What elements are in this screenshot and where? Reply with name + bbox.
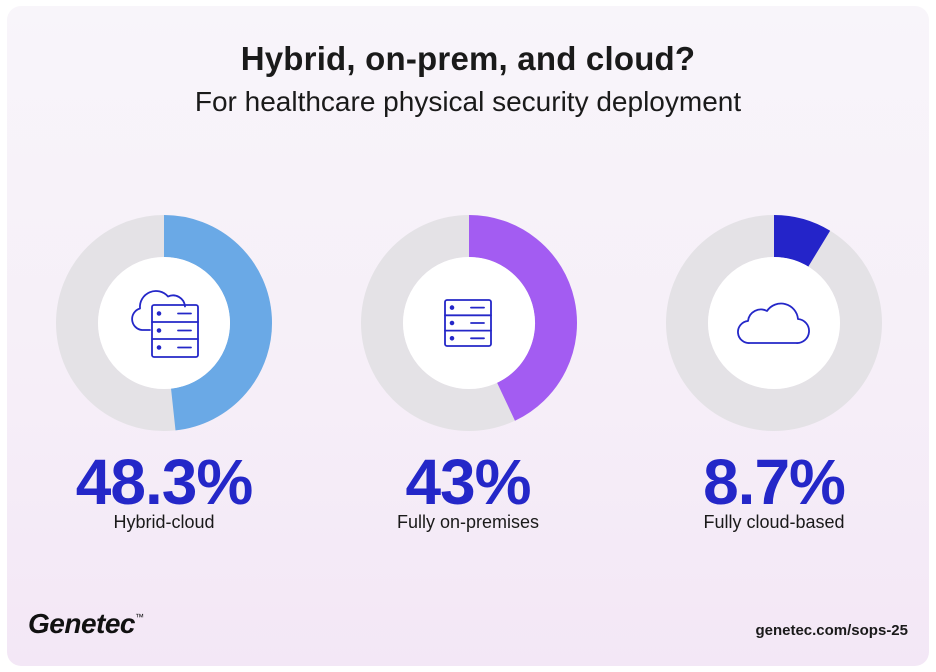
hybrid-cloud-percentage: 48.3% bbox=[75, 446, 253, 518]
hybrid-cloud-label: Hybrid-cloud bbox=[113, 512, 215, 532]
genetec-logo: Genetec™ bbox=[28, 608, 144, 639]
cloud-based-percentage: 8.7% bbox=[703, 446, 846, 518]
on-premises-donut-slice bbox=[468, 215, 577, 421]
cloud-based-donut-slice bbox=[773, 215, 831, 268]
cloud-based-label: Fully cloud-based bbox=[703, 512, 845, 532]
page-title: Hybrid, on-prem, and cloud? bbox=[240, 40, 696, 77]
source-url: genetec.com/sops-25 bbox=[755, 622, 908, 639]
hybrid-cloud-donut-center bbox=[98, 257, 230, 389]
hybrid-cloud-server-icon bbox=[131, 290, 199, 358]
cloud-icon bbox=[737, 302, 810, 344]
cloud-based-donut-center bbox=[708, 257, 840, 389]
hybrid-cloud-donut-slice bbox=[163, 215, 272, 431]
server-rack-icon bbox=[444, 299, 492, 347]
on-premises-label: Fully on-premises bbox=[396, 512, 540, 532]
page-subtitle: For healthcare physical security deploym… bbox=[194, 86, 742, 117]
on-premises-percentage: 43% bbox=[405, 446, 531, 518]
on-premises-donut-center bbox=[403, 257, 535, 389]
